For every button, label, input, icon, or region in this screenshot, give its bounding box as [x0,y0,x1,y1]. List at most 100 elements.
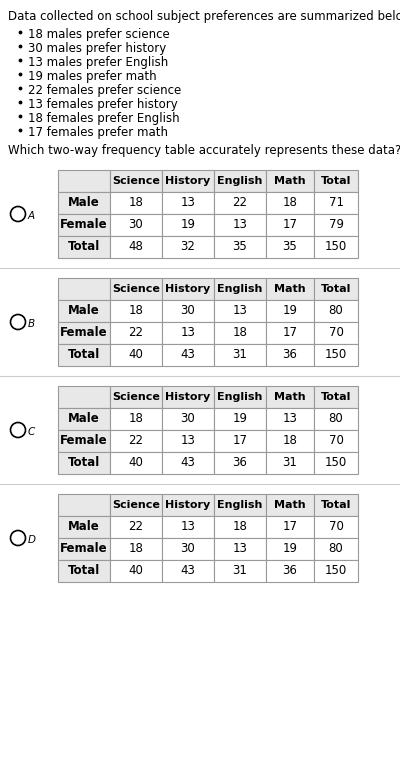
Bar [110,560,162,582]
Text: 150: 150 [325,457,347,470]
Bar [162,236,214,258]
Bar [314,192,358,214]
Bar [314,452,358,474]
Bar [214,214,266,236]
Text: Female: Female [60,218,108,231]
Text: Male: Male [68,413,100,425]
Text: 40: 40 [128,349,144,362]
Bar [58,214,110,236]
Text: English: English [217,176,263,186]
Text: 17: 17 [232,434,248,447]
Bar [110,386,162,408]
Text: 22: 22 [128,434,144,447]
Text: 30 males prefer history: 30 males prefer history [28,42,166,55]
Text: History: History [165,392,211,402]
Text: 150: 150 [325,565,347,578]
Bar [58,516,110,538]
Text: 30: 30 [181,542,195,555]
Text: Science: Science [112,176,160,186]
Text: 43: 43 [180,349,196,362]
Bar [110,538,162,560]
Bar [214,560,266,582]
Text: 43: 43 [180,565,196,578]
Bar [58,430,110,452]
Text: 18: 18 [232,326,248,339]
Text: 30: 30 [129,218,143,231]
Bar [162,516,214,538]
Text: Math: Math [274,500,306,510]
Text: Which two-way frequency table accurately represents these data?: Which two-way frequency table accurately… [8,144,400,157]
Bar [58,170,110,192]
Bar [314,494,358,516]
Text: Male: Male [68,197,100,209]
Bar [214,192,266,214]
Text: Data collected on school subject preferences are summarized below.: Data collected on school subject prefere… [8,10,400,23]
Bar [58,408,110,430]
Bar [110,516,162,538]
Text: 17: 17 [282,521,298,533]
Text: 22 females prefer science: 22 females prefer science [28,84,181,97]
Bar [214,344,266,366]
Text: 32: 32 [180,241,196,254]
Text: 22: 22 [128,521,144,533]
Text: Total: Total [68,457,100,470]
Text: 13: 13 [180,197,196,209]
Bar [314,560,358,582]
Text: Science: Science [112,392,160,402]
Text: History: History [165,284,211,294]
Bar [314,430,358,452]
Text: English: English [217,284,263,294]
Text: 80: 80 [329,542,343,555]
Text: Total: Total [68,565,100,578]
Text: 70: 70 [328,434,344,447]
Text: Math: Math [274,284,306,294]
Text: Male: Male [68,521,100,533]
Text: 13: 13 [232,218,248,231]
Bar [214,386,266,408]
Text: 18: 18 [128,542,144,555]
Bar [266,516,314,538]
Text: 13: 13 [282,413,298,425]
Text: Total: Total [321,176,351,186]
Text: 19 males prefer math: 19 males prefer math [28,70,157,83]
Bar [314,322,358,344]
Bar [58,192,110,214]
Text: 13: 13 [232,305,248,317]
Text: 13: 13 [232,542,248,555]
Bar [110,170,162,192]
Text: 19: 19 [282,542,298,555]
Text: 79: 79 [328,218,344,231]
Text: 80: 80 [329,413,343,425]
Bar [266,278,314,300]
Bar [314,344,358,366]
Bar [266,560,314,582]
Bar [214,538,266,560]
Bar [110,408,162,430]
Bar [266,300,314,322]
Bar [162,344,214,366]
Text: Female: Female [60,326,108,339]
Bar [266,538,314,560]
Bar [58,236,110,258]
Text: 18: 18 [282,434,298,447]
Text: D: D [28,535,36,545]
Bar [162,300,214,322]
Bar [314,386,358,408]
Text: A: A [28,211,35,221]
Bar [266,236,314,258]
Bar [162,322,214,344]
Text: Total: Total [68,349,100,362]
Text: 31: 31 [232,349,248,362]
Text: 18 females prefer English: 18 females prefer English [28,112,180,125]
Bar [162,192,214,214]
Bar [266,408,314,430]
Text: Total: Total [321,500,351,510]
Bar [162,494,214,516]
Text: 18 males prefer science: 18 males prefer science [28,28,170,41]
Bar [58,494,110,516]
Text: Female: Female [60,434,108,447]
Bar [266,430,314,452]
Bar [314,236,358,258]
Bar [162,170,214,192]
Bar [214,452,266,474]
